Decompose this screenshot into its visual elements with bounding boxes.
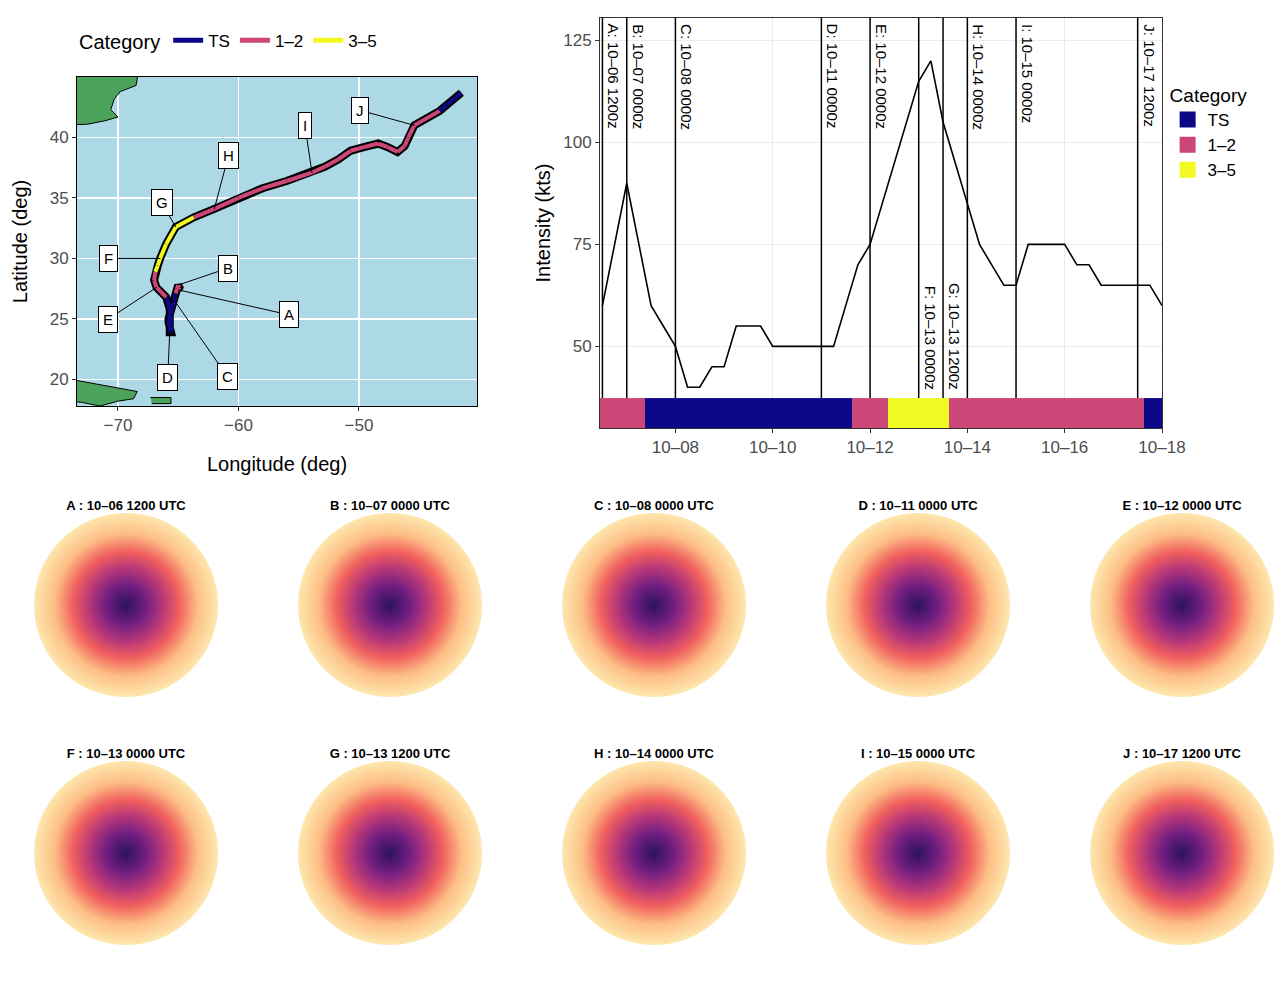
svg-text:10–16: 10–16 xyxy=(1041,438,1088,457)
svg-text:40: 40 xyxy=(50,128,69,147)
svg-text:Longitude (deg): Longitude (deg) xyxy=(207,453,347,475)
svg-text:TS: TS xyxy=(1208,111,1230,130)
svg-text:E: E xyxy=(103,311,113,328)
svg-text:50: 50 xyxy=(573,337,592,356)
svg-text:E : 10–12 0000 UTC: E : 10–12 0000 UTC xyxy=(1122,498,1242,513)
svg-text:A: A xyxy=(284,306,294,323)
svg-text:H : 10–14 0000 UTC: H : 10–14 0000 UTC xyxy=(594,746,715,761)
svg-text:I: I xyxy=(303,117,307,134)
svg-text:Intensity (kts): Intensity (kts) xyxy=(532,164,554,283)
svg-text:J: J xyxy=(356,102,364,119)
svg-text:G: 10–13 1200z: G: 10–13 1200z xyxy=(946,283,963,390)
svg-text:F: 10–13 0000z: F: 10–13 0000z xyxy=(922,286,939,390)
svg-text:G: G xyxy=(156,194,168,211)
svg-text:E: 10–12 0000z: E: 10–12 0000z xyxy=(873,24,890,129)
svg-text:125: 125 xyxy=(563,31,591,50)
svg-text:20: 20 xyxy=(50,370,69,389)
svg-text:I: 10–15 0000z: I: 10–15 0000z xyxy=(1019,24,1036,123)
svg-text:G : 10–13 1200 UTC: G : 10–13 1200 UTC xyxy=(330,746,451,761)
svg-text:100: 100 xyxy=(563,133,591,152)
svg-text:10–12: 10–12 xyxy=(846,438,893,457)
svg-text:10–10: 10–10 xyxy=(749,438,796,457)
svg-text:J : 10–17 1200 UTC: J : 10–17 1200 UTC xyxy=(1123,746,1241,761)
svg-text:A : 10–06 1200 UTC: A : 10–06 1200 UTC xyxy=(66,498,186,513)
svg-text:I : 10–15 0000 UTC: I : 10–15 0000 UTC xyxy=(861,746,976,761)
svg-text:B: 10–07 0000z: B: 10–07 0000z xyxy=(630,24,647,129)
svg-text:TS: TS xyxy=(208,32,230,51)
svg-text:B: B xyxy=(223,260,233,277)
svg-text:3–5: 3–5 xyxy=(1208,161,1236,180)
svg-text:30: 30 xyxy=(50,249,69,268)
svg-text:−60: −60 xyxy=(224,416,253,435)
svg-text:75: 75 xyxy=(573,235,592,254)
svg-text:25: 25 xyxy=(50,310,69,329)
svg-text:B : 10–07 0000 UTC: B : 10–07 0000 UTC xyxy=(330,498,451,513)
svg-text:1–2: 1–2 xyxy=(275,32,303,51)
svg-text:35: 35 xyxy=(50,189,69,208)
svg-text:J: 10–17 1200z: J: 10–17 1200z xyxy=(1141,24,1158,127)
svg-text:3–5: 3–5 xyxy=(348,32,376,51)
svg-text:Latitude (deg): Latitude (deg) xyxy=(9,180,31,303)
svg-text:10–18: 10–18 xyxy=(1138,438,1185,457)
svg-text:H: 10–14 0000z: H: 10–14 0000z xyxy=(970,24,987,130)
svg-text:H: H xyxy=(223,147,234,164)
svg-text:−70: −70 xyxy=(104,416,133,435)
svg-text:F : 10–13 0000 UTC: F : 10–13 0000 UTC xyxy=(67,746,186,761)
svg-text:C: C xyxy=(222,368,233,385)
svg-text:10–08: 10–08 xyxy=(652,438,699,457)
svg-text:D : 10–11 0000 UTC: D : 10–11 0000 UTC xyxy=(858,498,978,513)
svg-text:Category: Category xyxy=(79,31,160,53)
svg-text:Category: Category xyxy=(1170,85,1248,106)
svg-text:1–2: 1–2 xyxy=(1208,136,1236,155)
svg-text:C : 10–08 0000 UTC: C : 10–08 0000 UTC xyxy=(594,498,715,513)
svg-text:D: D xyxy=(162,369,173,386)
svg-text:10–14: 10–14 xyxy=(944,438,991,457)
svg-text:F: F xyxy=(104,250,113,267)
svg-text:C: 10–08 0000z: C: 10–08 0000z xyxy=(678,24,695,130)
svg-text:D: 10–11 0000z: D: 10–11 0000z xyxy=(824,24,841,129)
svg-text:−50: −50 xyxy=(345,416,374,435)
svg-text:A: 10–06 1200z: A: 10–06 1200z xyxy=(605,24,622,129)
